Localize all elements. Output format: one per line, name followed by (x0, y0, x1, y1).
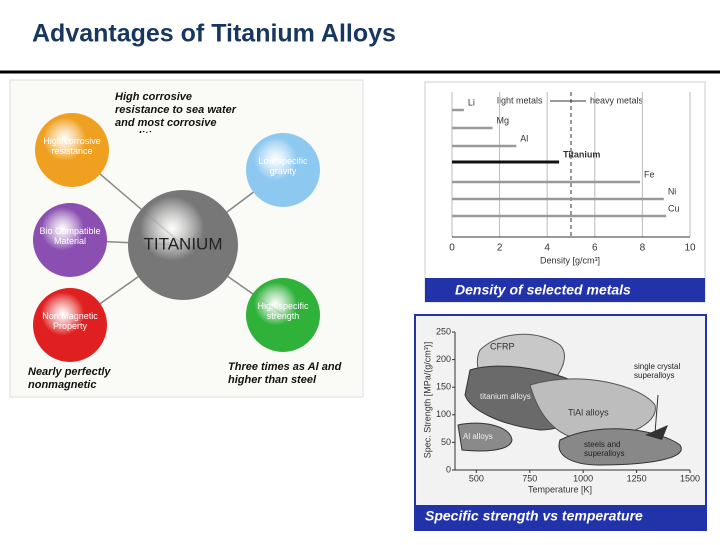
x-tick-label: 2 (497, 243, 503, 254)
center-label: TITANIUM (143, 234, 222, 253)
x-tick-label: 4 (544, 243, 550, 254)
header-right: heavy metals (590, 95, 644, 105)
x-tick-label: 6 (592, 243, 598, 254)
node-label-box: Non Magnetic Property (42, 311, 98, 331)
sphere (246, 278, 320, 352)
region-label: titanium alloys (480, 392, 531, 401)
metal-label: Fe (644, 169, 655, 179)
metal-label: Li (468, 97, 475, 107)
region-label: steels and superalloys (584, 440, 625, 458)
region-label: Al alloys (463, 432, 493, 441)
y-tick-label: 50 (441, 437, 451, 447)
density-chart: Density of selected metals light metals … (424, 81, 706, 303)
sphere (33, 203, 107, 277)
region-label: single crystal superalloys (634, 362, 681, 380)
sphere (33, 288, 107, 362)
y-tick-label: 100 (436, 409, 451, 419)
region-label-box: steels and superalloys (584, 440, 625, 458)
x-tick-label: 0 (449, 243, 455, 254)
note: Three times as Al and higher than steel (228, 361, 342, 386)
x-tick-label: 1250 (627, 473, 647, 483)
region-al (457, 422, 513, 452)
metal-label: Cu (668, 203, 680, 213)
note-box: Three times as Al and higher than steel (228, 361, 342, 386)
callout-line (654, 394, 659, 434)
node-label: High corrosive resistance (43, 136, 101, 156)
caption-bar (425, 278, 705, 302)
caption-bar (416, 505, 705, 529)
density-caption: Density of selected metals (455, 282, 631, 298)
metal-label: Titanium (563, 149, 600, 159)
node-label-box: Bio Compatible Material (39, 226, 101, 246)
center-sphere (128, 190, 238, 300)
x-tick-label: 10 (684, 243, 696, 254)
strength-chart: Specific strength vs temperature CFRP ti… (414, 314, 707, 531)
x-tick-label: 8 (640, 243, 646, 254)
node-label: High specific strength (257, 301, 309, 321)
x-tick-label: 1500 (680, 473, 700, 483)
node-label-box: Low specific gravity (258, 156, 308, 176)
note-box: High corrosive resistance to sea water a… (115, 91, 237, 133)
density-axis-label: Density [g/cm³] (540, 255, 600, 265)
metal-label: Ni (668, 186, 677, 196)
sphere (35, 113, 109, 187)
note: Nearly perfectly nonmagnetic (28, 366, 111, 391)
strength-caption: Specific strength vs temperature (425, 508, 643, 524)
region-label: CFRP (490, 341, 515, 351)
node-label-box: High specific strength (257, 301, 309, 321)
region-label-box: single crystal superalloys (634, 362, 681, 380)
node-label: Low specific gravity (258, 156, 308, 176)
metal-label: Al (520, 133, 528, 143)
node-label-box: High corrosive resistance (43, 136, 101, 156)
diagram: TITANIUM High corrosive resistance Low spe… (9, 79, 364, 398)
y-tick-label: 250 (436, 326, 451, 336)
region-steel (558, 428, 682, 466)
slide-title: Advantages of Titanium Alloys (32, 20, 396, 48)
y-tick-label: 150 (436, 382, 451, 392)
metal-label: Mg (496, 115, 509, 125)
x-tick-label: 500 (469, 473, 484, 483)
region-tial (529, 378, 656, 441)
y-tick-label: 200 (436, 354, 451, 364)
density-frame (424, 81, 706, 303)
node-label: Bio Compatible Material (39, 226, 101, 246)
y-axis-label: Spec. Strength [MPa/(g/cm³)] (422, 342, 432, 459)
x-axis-label: Temperature [K] (528, 484, 592, 494)
note: High corrosive resistance to sea water a… (115, 91, 237, 133)
x-tick-label: 1000 (573, 473, 593, 483)
note-box: Nearly perfectly nonmagnetic (28, 366, 111, 391)
region-label: TiAl alloys (568, 407, 609, 417)
sphere (246, 133, 320, 207)
header-left: light metals (497, 95, 543, 105)
x-tick-label: 750 (522, 473, 537, 483)
node-label: Non Magnetic Property (42, 311, 98, 331)
region-single-crystal (645, 425, 668, 440)
y-tick-label: 0 (446, 464, 451, 474)
